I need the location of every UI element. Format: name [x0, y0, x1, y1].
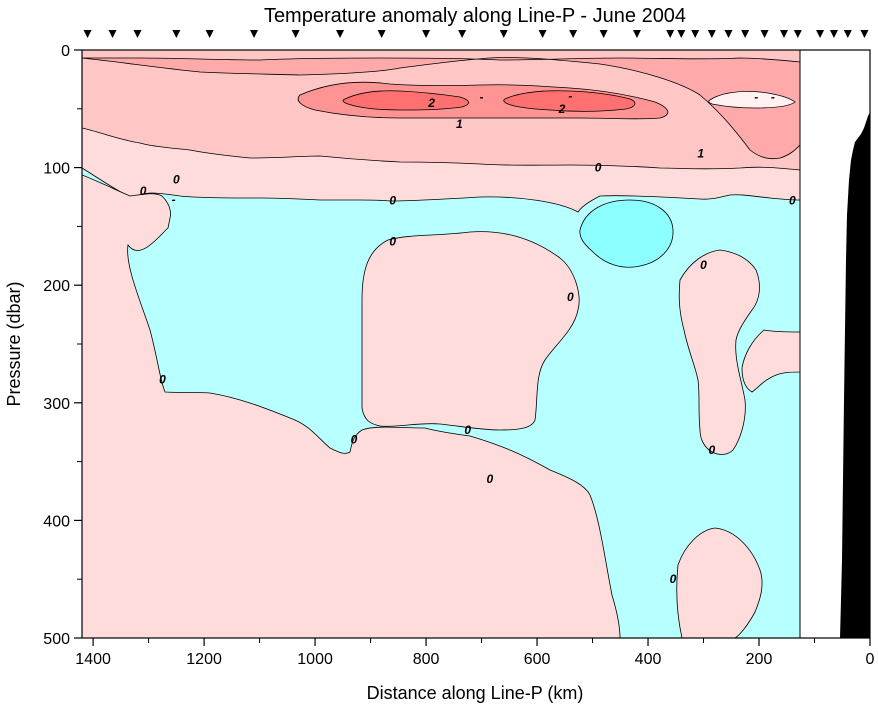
station-markers: [83, 30, 869, 38]
station-marker: [793, 30, 802, 38]
y-tick-label: 200: [43, 278, 70, 295]
station-marker: [760, 30, 769, 38]
region-warm-center: [361, 231, 580, 431]
contour-label: 0: [670, 572, 677, 586]
x-tick-label: 600: [524, 651, 551, 668]
region-anomaly-one: [82, 57, 800, 160]
contour-label: 2: [427, 96, 435, 110]
anomaly-fill: [82, 50, 800, 638]
bathymetry-shelf: [840, 112, 870, 638]
region-warm-bottom: [676, 527, 763, 638]
contour-label: 0: [389, 194, 396, 208]
contour-label: 0: [140, 184, 147, 198]
y-axis-title: Pressure (dbar): [4, 281, 24, 406]
station-marker: [666, 30, 675, 38]
station-marker: [172, 30, 181, 38]
contour-label: 0: [700, 258, 707, 272]
y-tick-label: 500: [43, 631, 70, 648]
region-anomaly-two-left: [342, 90, 469, 111]
station-marker: [83, 30, 92, 38]
station-marker: [336, 30, 345, 38]
station-marker: [599, 30, 608, 38]
station-marker: [499, 30, 508, 38]
contour-label: 0: [567, 290, 574, 304]
contour-label: 0: [464, 423, 471, 437]
station-marker: [816, 30, 825, 38]
region-strong-negative: [579, 199, 674, 268]
station-marker: [538, 30, 547, 38]
contour-label: 0: [595, 161, 602, 175]
region-warm-right-branch: [741, 329, 800, 393]
station-marker: [632, 30, 641, 38]
station-marker: [779, 30, 788, 38]
station-marker: [724, 30, 733, 38]
x-tick-label: 200: [746, 651, 773, 668]
station-marker: [741, 30, 750, 38]
y-tick-label: 400: [43, 513, 70, 530]
contour-label: 0: [487, 472, 494, 486]
station-marker: [829, 30, 838, 38]
x-tick-label: 1000: [297, 651, 333, 668]
x-tick-label: 800: [413, 651, 440, 668]
station-marker: [205, 30, 214, 38]
station-marker: [108, 30, 117, 38]
y-tick-label: 0: [61, 43, 70, 60]
contour-label: 0: [389, 235, 396, 249]
contour-label: 1: [456, 117, 463, 131]
station-marker: [707, 30, 716, 38]
chart-title: Temperature anomaly along Line-P - June …: [264, 5, 686, 27]
station-marker: [377, 30, 386, 38]
x-axis-title: Distance along Line-P (km): [367, 683, 584, 703]
contour-label: 0: [159, 372, 166, 386]
station-marker: [569, 30, 578, 38]
contour-label: -: [754, 90, 758, 104]
contour-label: 0: [173, 172, 180, 186]
region-pale-pocket: [708, 91, 796, 109]
station-marker: [843, 30, 852, 38]
contour-label: -: [172, 192, 176, 206]
contour-label: -: [480, 90, 484, 104]
contour-label: 0: [351, 432, 358, 446]
region-warm-right: [678, 249, 760, 455]
contour-label: 0: [709, 443, 716, 457]
station-marker: [133, 30, 142, 38]
contour-label: 0: [789, 194, 796, 208]
region-anomaly-two-right: [503, 90, 636, 112]
contour-label: -: [771, 90, 775, 104]
x-axis: 1400 1200 1000 800 600 400 200 0: [75, 638, 875, 668]
station-marker: [677, 30, 686, 38]
station-marker: [291, 30, 300, 38]
contour-label: 1: [697, 146, 704, 160]
x-tick-label: 1400: [75, 651, 111, 668]
y-tick-label: 300: [43, 396, 70, 413]
contour-label: 2: [558, 102, 566, 116]
y-axis: 0 100 200 300 400 500: [43, 43, 82, 648]
station-marker: [860, 30, 869, 38]
station-marker: [250, 30, 259, 38]
x-tick-label: 400: [635, 651, 662, 668]
station-marker: [691, 30, 700, 38]
region-warm-deep-left: [82, 174, 621, 638]
y-tick-label: 100: [43, 161, 70, 178]
x-tick-label: 0: [866, 651, 875, 668]
x-tick-label: 1200: [186, 651, 222, 668]
station-marker: [422, 30, 431, 38]
station-marker: [458, 30, 467, 38]
contour-label: -: [568, 89, 572, 103]
